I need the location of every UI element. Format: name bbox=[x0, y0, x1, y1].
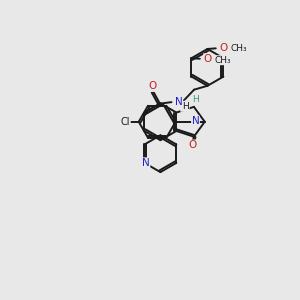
Text: N: N bbox=[192, 116, 200, 126]
Text: CH₃: CH₃ bbox=[214, 56, 231, 65]
Text: O: O bbox=[204, 54, 212, 64]
Text: O: O bbox=[148, 81, 157, 92]
Text: N: N bbox=[181, 101, 188, 111]
Text: Cl: Cl bbox=[121, 117, 130, 127]
Text: CH₃: CH₃ bbox=[230, 44, 247, 53]
Text: N: N bbox=[142, 158, 150, 168]
Text: O: O bbox=[220, 44, 228, 53]
Text: H: H bbox=[182, 101, 189, 110]
Text: H: H bbox=[192, 95, 199, 104]
Text: N: N bbox=[175, 97, 182, 107]
Text: O: O bbox=[188, 140, 196, 150]
